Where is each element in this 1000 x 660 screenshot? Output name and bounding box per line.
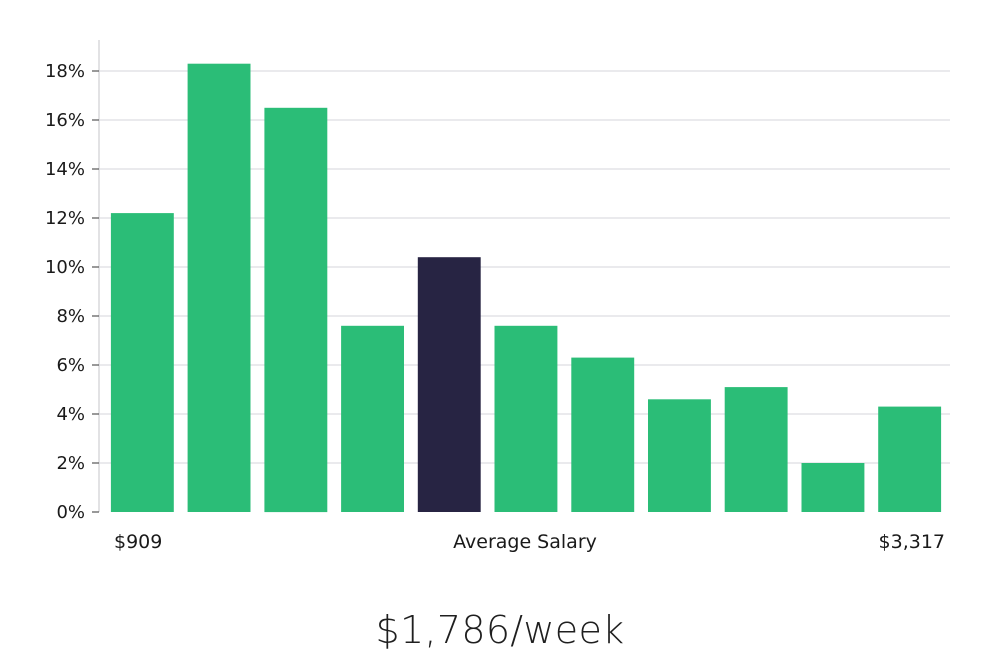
bar: [341, 325, 404, 512]
y-tick-label: 14%: [45, 159, 85, 180]
bar: [110, 213, 174, 512]
bar: [724, 387, 788, 512]
y-tick-label: 4%: [56, 404, 85, 425]
y-tick-label: 10%: [45, 257, 85, 278]
x-label-min: $909: [114, 531, 162, 553]
y-tick-label: 8%: [56, 306, 85, 327]
bar: [878, 406, 942, 512]
bars: [110, 63, 942, 513]
y-tick-label: 0%: [56, 502, 85, 523]
x-label-average: Average Salary: [453, 531, 597, 553]
bar: [494, 325, 558, 512]
y-tick-label: 6%: [56, 355, 85, 376]
y-tick-label: 2%: [56, 453, 85, 474]
y-axis: 0% 2% 4% 6% 8% 10% 12% 14% 16% 18%: [45, 40, 100, 523]
y-tick-label: 12%: [45, 208, 85, 229]
bar: [801, 463, 865, 512]
y-tick-label: 18%: [45, 61, 85, 82]
y-tick-label: 16%: [45, 110, 85, 131]
bar-average: [417, 257, 481, 512]
average-salary-value: $1,786/week: [375, 608, 625, 652]
bar: [571, 357, 635, 512]
bar: [264, 107, 328, 513]
bar: [648, 399, 711, 512]
x-label-max: $3,317: [879, 531, 945, 553]
bar: [187, 63, 251, 512]
x-axis-labels: $909 Average Salary $3,317: [114, 531, 945, 553]
salary-histogram: 0% 2% 4% 6% 8% 10% 12% 14% 16% 18% $909 Average S…: [45, 40, 950, 553]
